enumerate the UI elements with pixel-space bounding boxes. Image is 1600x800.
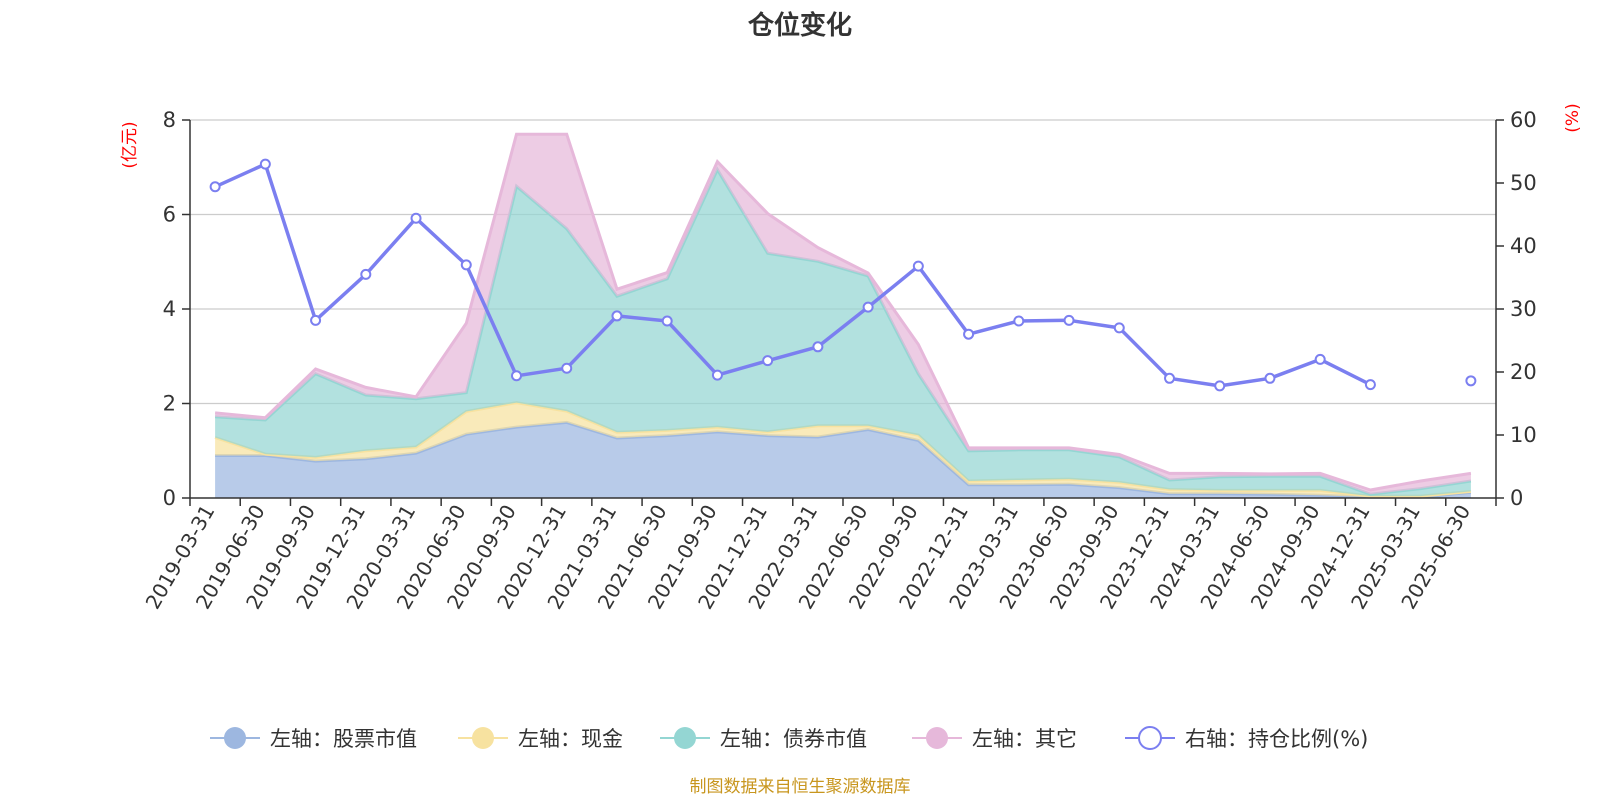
legend-label: 左轴：债券市值 <box>720 727 867 751</box>
right-tick-label: 0 <box>1510 486 1523 510</box>
legend-label: 左轴：股票市值 <box>270 727 417 751</box>
area-edge-4 <box>214 132 1472 492</box>
right-axis-unit: (%) <box>1563 103 1583 132</box>
area-1 <box>215 422 1471 498</box>
ratio-point <box>511 370 522 382</box>
ratio-point <box>762 355 774 367</box>
left-tick-label: 2 <box>163 392 176 416</box>
ratio-point <box>310 314 322 326</box>
left-tick-label: 8 <box>163 108 176 132</box>
legend-swatch <box>1138 726 1162 750</box>
right-tick-label: 10 <box>1510 423 1537 447</box>
left-tick-label: 4 <box>163 297 176 321</box>
area-3 <box>215 169 1471 497</box>
ratio-point <box>661 315 673 327</box>
ratio-point <box>611 310 623 322</box>
ratio-point <box>410 212 422 224</box>
area-series <box>214 132 1472 499</box>
right-tick-label: 30 <box>1510 297 1537 321</box>
right-tick-label: 40 <box>1510 234 1537 258</box>
legend-swatch <box>224 727 246 749</box>
ratio-point <box>1013 315 1025 327</box>
ratio-point <box>209 181 221 193</box>
ratio-point <box>1364 379 1376 391</box>
legend-label: 左轴：现金 <box>518 727 623 751</box>
right-tick-label: 60 <box>1510 108 1537 132</box>
left-tick-label: 0 <box>163 486 176 510</box>
line-series <box>209 158 1477 392</box>
chart-title: 仓位变化 <box>747 10 852 41</box>
legend-label: 右轴：持仓比例(%) <box>1185 727 1368 751</box>
legend-swatch <box>926 727 948 749</box>
ratio-point <box>862 301 874 313</box>
ratio-point <box>912 260 924 272</box>
legend: 左轴：股票市值 左轴：现金 左轴：债券市值 左轴：其它 右轴：持仓比例(%) <box>210 726 1368 751</box>
ratio-point <box>1113 322 1125 334</box>
ratio-point <box>1264 372 1276 384</box>
left-tick-label: 6 <box>163 203 176 227</box>
legend-swatch <box>674 727 696 749</box>
ratio-point <box>1465 375 1477 387</box>
legend-label: 左轴：其它 <box>972 727 1077 751</box>
source-note: 制图数据来自恒生聚源数据库 <box>690 777 911 797</box>
legend-swatch <box>472 727 494 749</box>
ratio-point <box>711 369 723 381</box>
ratio-point <box>1063 314 1075 326</box>
ratio-point <box>1214 380 1226 392</box>
ratio-point <box>812 341 824 353</box>
right-tick-label: 20 <box>1510 360 1537 384</box>
area-edge-3 <box>215 166 1472 496</box>
ratio-point <box>460 259 472 271</box>
ratio-point <box>360 268 372 280</box>
ratio-point <box>963 328 975 340</box>
ratio-point <box>1164 372 1175 384</box>
left-axis-unit: (亿元) <box>120 121 140 168</box>
ratio-point <box>561 362 573 374</box>
ratio-point <box>259 158 271 170</box>
ratio-point <box>1314 353 1326 365</box>
right-tick-label: 50 <box>1510 171 1537 195</box>
